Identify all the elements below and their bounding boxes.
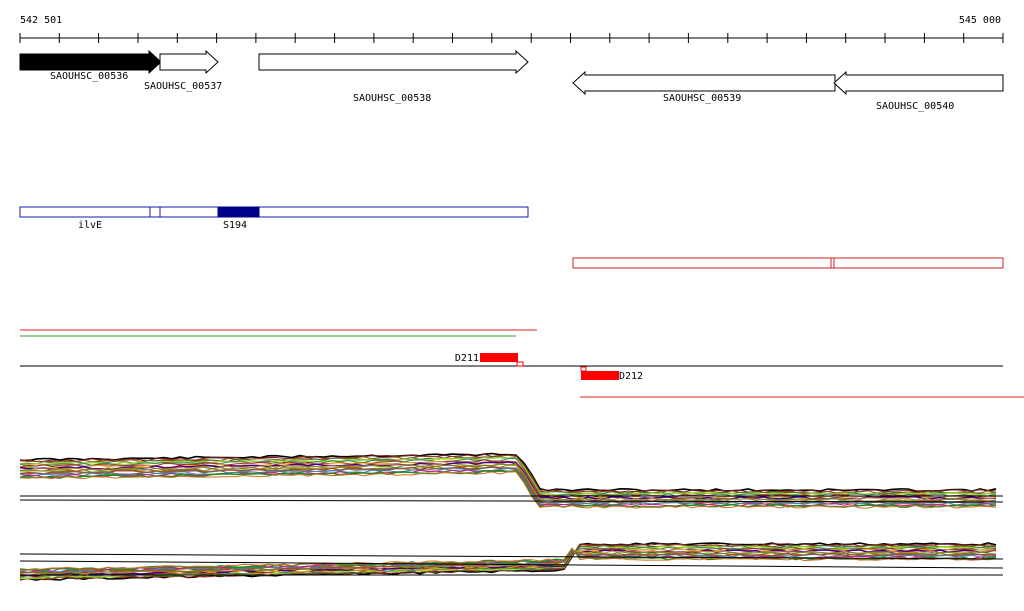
- transcript-label-s194: S194: [223, 220, 247, 231]
- gene-label-00537: SAOUHSC_00537: [144, 81, 222, 92]
- gene-arrow-00540[interactable]: [833, 70, 1004, 96]
- gene-label-00539: SAOUHSC_00539: [663, 93, 741, 104]
- transcript-ilve[interactable]: [19, 206, 529, 218]
- gene-saouhsc-00537[interactable]: SAOUHSC_00537: [144, 49, 222, 92]
- gene-saouhsc-00538[interactable]: SAOUHSC_00538: [258, 49, 529, 104]
- peak-d212[interactable]: [581, 371, 619, 380]
- gene-label-00538: SAOUHSC_00538: [353, 93, 431, 104]
- reference-line: [19, 553, 1004, 560]
- reference-line: [19, 560, 1004, 569]
- minus-transcript-track: [572, 257, 1004, 269]
- gene-track: SAOUHSC_00536 SAOUHSC_00537 SAOUHSC_0053…: [19, 49, 1004, 112]
- minus-transcript[interactable]: [572, 257, 1004, 269]
- ruler-end-label: 545 000: [959, 15, 1001, 26]
- peak-label-d212: D212: [619, 371, 643, 382]
- expression-trace: [19, 458, 997, 497]
- feature-lines: [20, 329, 1024, 398]
- coordinate-ruler: 542 501 545 000: [19, 15, 1004, 43]
- expression-plus-track: [19, 452, 997, 509]
- gene-saouhsc-00540[interactable]: SAOUHSC_00540: [833, 70, 1004, 112]
- gene-saouhsc-00536[interactable]: SAOUHSC_00536: [19, 49, 162, 82]
- transcript-label-ilve: ilvE: [78, 220, 102, 231]
- peak-d212-tail: [580, 366, 587, 372]
- expression-minus-track: [19, 542, 997, 581]
- plus-transcript-track: ilvE S194: [19, 206, 529, 231]
- peak-d211[interactable]: [480, 353, 518, 362]
- transcript-s194[interactable]: [217, 206, 260, 218]
- gene-saouhsc-00539[interactable]: SAOUHSC_00539: [572, 70, 836, 104]
- reference-line: [19, 499, 1004, 503]
- expression-trace: [19, 548, 997, 577]
- gene-arrow-00537[interactable]: [159, 49, 219, 75]
- gene-arrow-00536[interactable]: [19, 49, 162, 75]
- gene-arrow-00538[interactable]: [258, 49, 529, 75]
- expression-trace: [19, 471, 997, 509]
- gene-label-00540: SAOUHSC_00540: [876, 101, 954, 112]
- peak-label-d211: D211: [455, 353, 479, 364]
- ruler-start-label: 542 501: [20, 15, 62, 26]
- peak-track: D211 D212: [455, 353, 643, 382]
- ruler-ticks: [19, 33, 1004, 43]
- gene-arrow-00539[interactable]: [572, 70, 836, 96]
- peak-d211-tail: [516, 361, 524, 367]
- gene-label-00536: SAOUHSC_00536: [50, 71, 128, 82]
